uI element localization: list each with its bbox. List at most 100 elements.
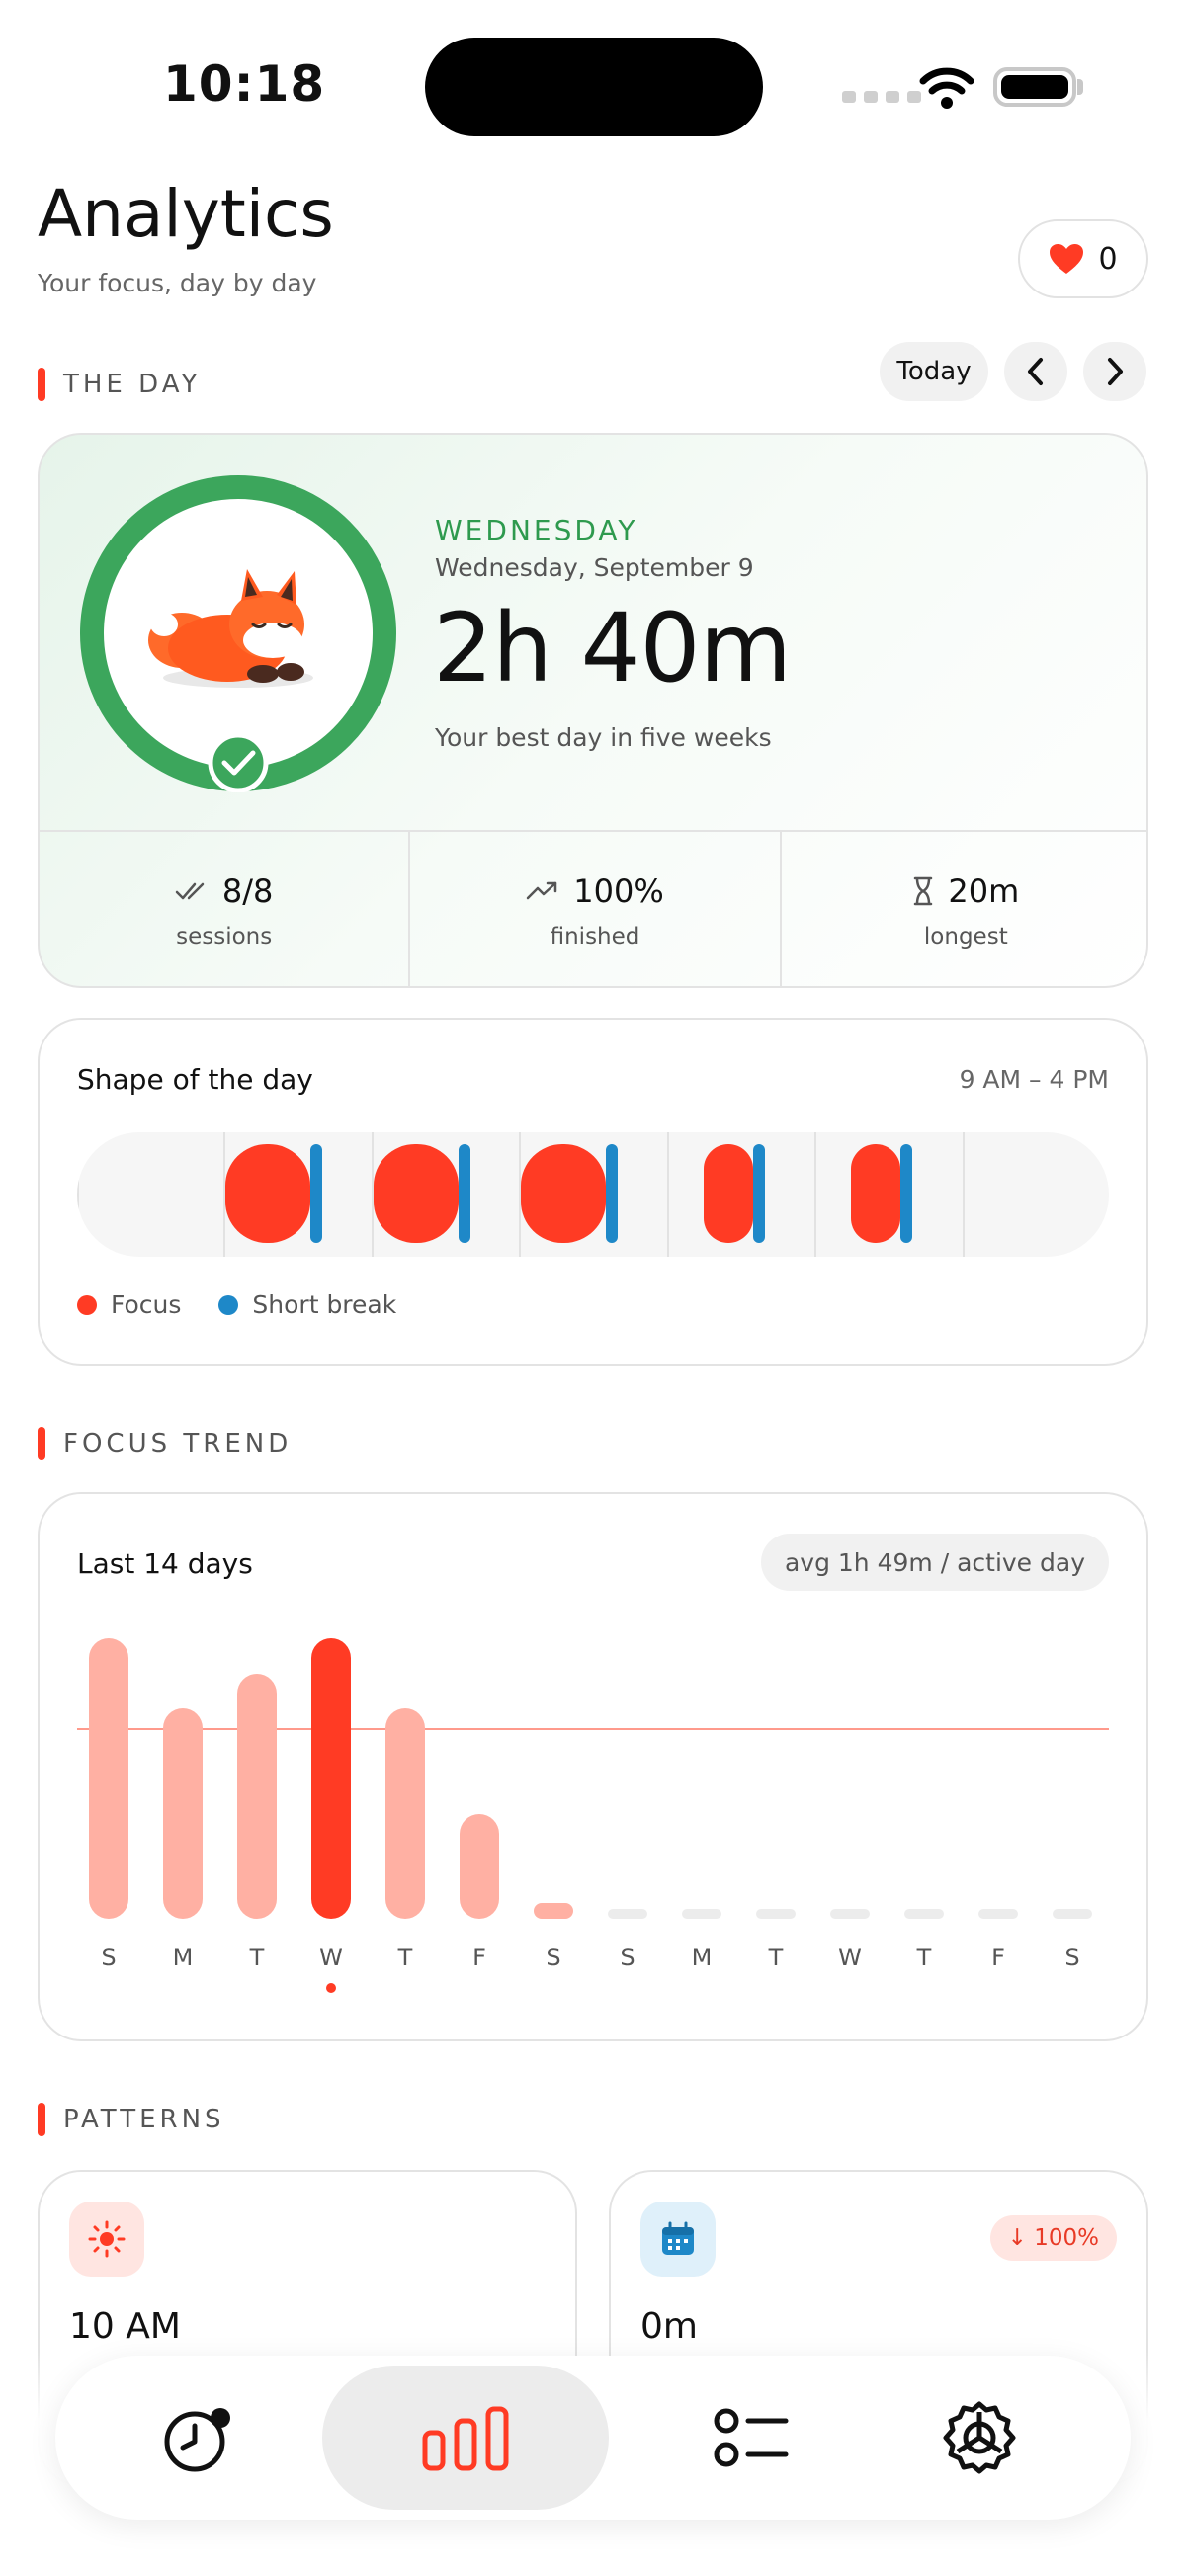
trend-bar[interactable] [830,1909,870,1919]
tab-analytics[interactable] [322,2366,609,2510]
wifi-icon [919,67,974,109]
check-icon [221,750,256,776]
stat-value: 20m [948,873,1020,910]
dynamic-island [425,38,763,136]
tab-tasks[interactable] [609,2366,895,2510]
day-weekday: WEDNESDAY [435,514,638,546]
trend-day-label: T [249,1944,265,1971]
break-block [310,1144,322,1243]
today-button[interactable]: Today [880,342,988,401]
section-title: THE DAY [63,370,202,399]
trend-day-label: S [546,1944,561,1971]
calendar-icon [640,2202,716,2277]
timer-icon [164,2408,230,2472]
battery-cap [1077,79,1083,95]
trend-bar[interactable] [1053,1909,1092,1919]
focus-block [225,1144,310,1243]
next-day-button[interactable] [1083,342,1146,401]
list-icon [714,2408,789,2467]
break-block [459,1144,470,1243]
trend-day-label: F [991,1944,1005,1971]
trend-day-label: M [172,1944,194,1971]
section-title: PATTERNS [63,2105,225,2134]
focus-block [704,1144,753,1243]
trend-day-label: S [1064,1944,1080,1971]
pattern-value: 10 AM [69,2306,181,2347]
trend-day-label: F [472,1944,486,1971]
trend-bar[interactable] [311,1638,351,1919]
trend-bar[interactable] [385,1708,425,1919]
change-badge: ↓ 100% [989,2215,1117,2261]
focus-block [851,1144,900,1243]
trend-bar[interactable] [89,1638,128,1919]
shape-range: 9 AM – 4 PM [959,1065,1109,1094]
trend-day-label: T [768,1944,784,1971]
trend-up-icon [527,881,557,900]
likes-button[interactable]: 0 [1018,219,1148,298]
break-block [900,1144,912,1243]
section-title: FOCUS TREND [63,1429,293,1458]
previous-day-button[interactable] [1004,342,1067,401]
trend-bar[interactable] [978,1909,1018,1919]
day-date: Wednesday, September 9 [435,553,754,582]
chevron-left-icon [1028,358,1043,385]
sleeping-fox-icon [148,569,313,688]
focus-trend-card: Last 14 days avg 1h 49m / active day S M T… [38,1492,1148,2041]
day-summary-card: WEDNESDAY Wednesday, September 9 2h 40m … [38,433,1148,988]
trend-bar[interactable] [608,1909,647,1919]
trend-day-label: W [319,1944,343,1971]
selected-day-dot [326,1983,336,1993]
trend-bar[interactable] [237,1673,277,1919]
legend-label: Focus [111,1290,182,1319]
chevron-right-icon [1108,358,1123,385]
break-block [606,1144,618,1243]
tab-bar [55,2356,1131,2520]
day-stats: 8/8 sessions 100% finished 20m longest [40,830,1146,986]
trend-day-label: M [691,1944,713,1971]
trend-day-label: W [838,1944,862,1971]
trend-bar[interactable] [460,1813,499,1919]
pattern-value: 0m [640,2306,698,2347]
tab-settings[interactable] [836,2366,1123,2510]
stat-label: sessions [176,924,273,950]
stat-label: finished [550,924,640,950]
trend-bar[interactable] [682,1909,721,1919]
section-marker [38,2103,45,2136]
trend-title: Last 14 days [77,1547,253,1580]
trend-day-label: S [101,1944,117,1971]
likes-count: 0 [1098,241,1118,277]
tab-timer[interactable] [55,2366,342,2510]
day-timeline [77,1132,1109,1257]
trend-day-label: T [397,1944,413,1971]
stat-longest: 20m longest [782,832,1146,986]
trend-day-label: T [916,1944,932,1971]
settings-icon [943,2401,1016,2474]
stat-label: longest [923,924,1008,950]
shape-title: Shape of the day [77,1063,313,1096]
stat-finished: 100% finished [410,832,782,986]
sun-icon [69,2202,144,2277]
double-check-icon [175,882,205,900]
legend-label: Short break [252,1290,397,1319]
battery-icon [993,67,1076,107]
status-time: 10:18 [163,55,326,113]
trend-bar[interactable] [904,1909,944,1919]
shape-of-day-card: Shape of the day 9 AM – 4 PM Focus Short… [38,1018,1148,1366]
cellular-signal-icon [842,91,921,103]
trend-day-label: S [620,1944,635,1971]
page-subtitle: Your focus, day by day [38,269,317,297]
section-label-day: THE DAY [38,368,201,401]
stat-value: 8/8 [221,873,274,910]
trend-bar[interactable] [534,1903,573,1919]
average-line [77,1727,1109,1730]
heart-icon [1050,244,1084,274]
trend-bar[interactable] [756,1909,796,1919]
trend-bar[interactable] [163,1708,203,1919]
bar-chart-icon [422,2406,509,2471]
average-pill: avg 1h 49m / active day [760,1534,1109,1591]
section-marker [38,368,45,401]
page-title: Analytics [38,176,334,252]
legend-focus: Focus [77,1290,181,1319]
stat-sessions: 8/8 sessions [40,832,411,986]
progress-ring [80,475,396,792]
